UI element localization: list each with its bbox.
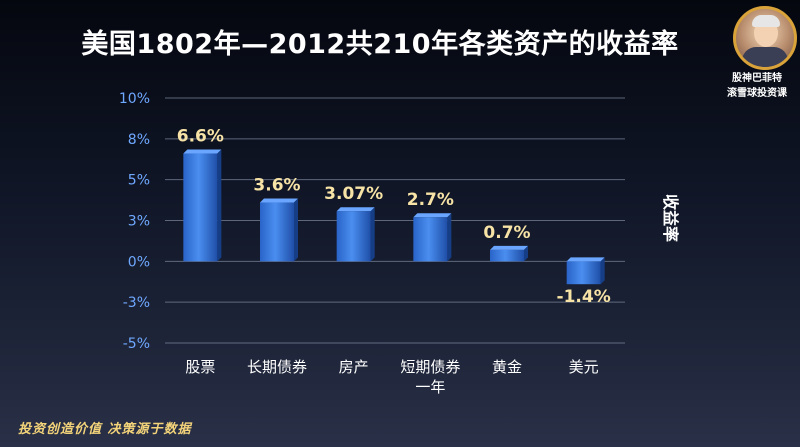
bar-side: [524, 245, 528, 262]
page-title: 美国1802年—2012共210年各类资产的收益率: [81, 29, 679, 60]
bar-top: [566, 257, 605, 262]
bar-top: [413, 213, 452, 218]
bar: [413, 217, 448, 262]
x-category-label: 长期债券: [247, 358, 307, 376]
avatar-hair: [752, 15, 780, 27]
bar-side: [294, 198, 298, 262]
y-tick-label: -3%: [123, 295, 150, 311]
avatar-suit: [742, 47, 788, 67]
data-label: 3.6%: [253, 176, 300, 196]
x-category-label: 房产: [339, 358, 369, 376]
bar-top: [490, 245, 528, 250]
bar-top: [336, 207, 375, 212]
bar: [260, 202, 294, 262]
avatar-logo: [733, 6, 797, 70]
y-tick-label: 0%: [128, 254, 150, 270]
data-label: -1.4%: [557, 287, 611, 307]
x-category-label: 股票: [185, 358, 215, 376]
data-label: 6.6%: [177, 127, 224, 147]
brand-line-2: 滚雪球投资课: [727, 88, 787, 99]
y-tick-label: 10%: [119, 91, 150, 107]
data-label: 3.07%: [324, 184, 383, 204]
bar-side: [600, 257, 605, 285]
brand-line-1: 股神巴菲特: [732, 73, 782, 84]
x-category-label: 短期债券: [400, 358, 460, 376]
brand-text: 股神巴菲特 滚雪球投资课: [716, 71, 798, 101]
bar: [336, 211, 371, 262]
y-axis-label: 收益率: [661, 194, 680, 242]
y-tick-label: 5%: [128, 173, 150, 189]
data-label: 2.7%: [407, 190, 454, 210]
bar: [490, 249, 524, 262]
y-tick-label: 3%: [128, 214, 150, 230]
bar-side: [370, 207, 375, 262]
data-label: 0.7%: [483, 223, 530, 243]
bar: [566, 261, 601, 285]
y-tick-label: -5%: [123, 336, 150, 352]
y-tick-label: 8%: [128, 132, 150, 148]
bar-side: [217, 149, 222, 262]
footer-slogan: 投资创造价值 决策源于数据: [18, 422, 192, 437]
x-category-label: 一年: [415, 378, 445, 396]
x-category-label: 黄金: [492, 358, 522, 376]
bar: [183, 153, 218, 262]
x-category-label: 美元: [569, 358, 599, 376]
bar-top: [260, 198, 298, 203]
bar-side: [447, 213, 452, 262]
bar-top: [183, 149, 222, 154]
